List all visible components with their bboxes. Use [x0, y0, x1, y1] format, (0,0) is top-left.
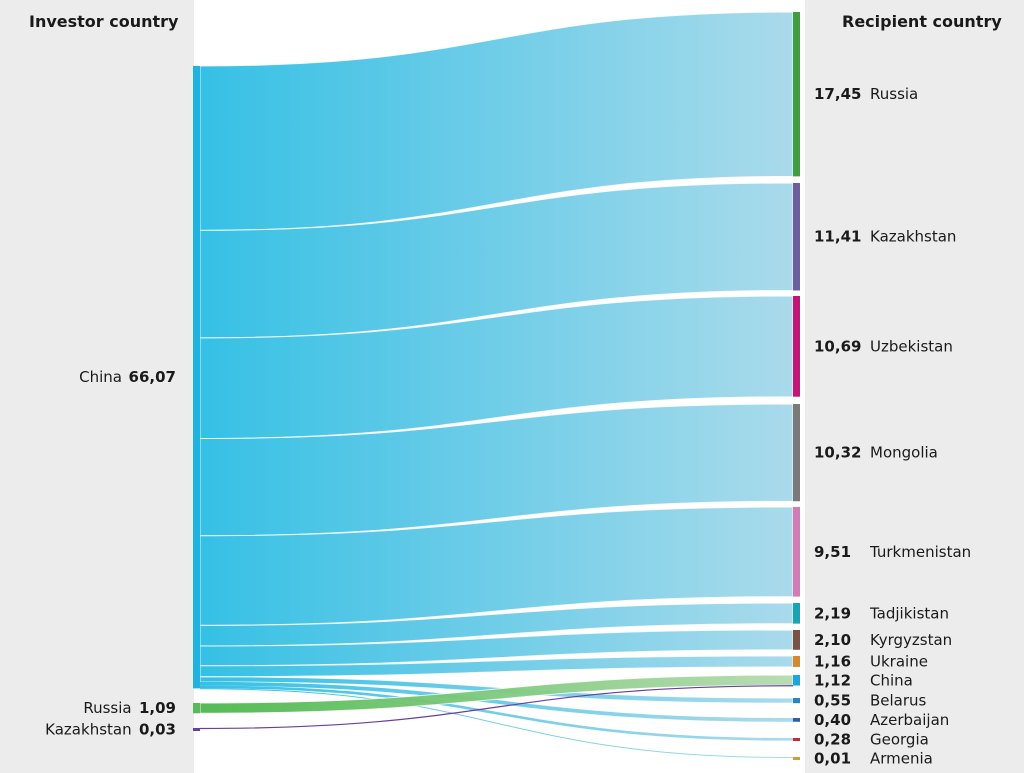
target-value-belarus: 0,55 [814, 692, 851, 710]
target-node-kyrgyzstan [793, 630, 800, 650]
target-value-azerbaijan: 0,40 [814, 711, 851, 729]
target-label-china: China [870, 671, 913, 689]
source-label-kazakhstan: Kazakhstan [45, 721, 131, 739]
target-label-mongolia: Mongolia [870, 444, 938, 462]
target-value-uzbekistan: 10,69 [814, 337, 861, 355]
source-value-russia: 1,09 [139, 699, 176, 717]
target-value-kyrgyzstan: 2,10 [814, 631, 851, 649]
target-value-turkmenistan: 9,51 [814, 543, 851, 561]
flow-china-to-armenia [200, 688, 793, 758]
target-node-turkmenistan [793, 507, 800, 597]
target-value-armenia: 0,01 [814, 750, 851, 768]
investor-header: Investor country [29, 12, 179, 31]
target-node-armenia [793, 757, 800, 760]
target-value-tadjikistan: 2,19 [814, 604, 851, 622]
target-node-tadjikistan [793, 603, 800, 624]
target-label-tadjikistan: Tadjikistan [869, 604, 949, 622]
target-value-kazakhstan: 11,41 [814, 228, 861, 246]
source-value-kazakhstan: 0,03 [139, 721, 176, 739]
flow-china-to-azerbaijan [200, 681, 793, 722]
source-value-china: 66,07 [129, 368, 176, 386]
target-value-georgia: 0,28 [814, 731, 851, 749]
target-label-armenia: Armenia [870, 750, 933, 768]
recipient-panel [805, 0, 1024, 773]
target-label-ukraine: Ukraine [870, 652, 928, 670]
target-label-kazakhstan: Kazakhstan [870, 228, 956, 246]
source-node-kazakhstan [193, 728, 200, 731]
target-label-kyrgyzstan: Kyrgyzstan [870, 631, 952, 649]
target-label-azerbaijan: Azerbaijan [870, 711, 949, 729]
target-node-georgia [793, 738, 800, 741]
target-value-china: 1,12 [814, 671, 851, 689]
target-node-uzbekistan [793, 296, 800, 397]
target-node-azerbaijan [793, 718, 800, 722]
target-node-mongolia [793, 404, 800, 502]
source-label-china: China [79, 368, 122, 386]
target-node-kazakhstan [793, 183, 800, 291]
target-node-china [793, 675, 800, 686]
flow-china-to-georgia [200, 685, 793, 741]
investor-panel [0, 0, 194, 773]
target-label-georgia: Georgia [870, 731, 929, 749]
target-label-uzbekistan: Uzbekistan [870, 337, 953, 355]
flow-china-to-uzbekistan [199, 295, 794, 440]
source-label-russia: Russia [83, 699, 131, 717]
target-label-turkmenistan: Turkmenistan [869, 543, 971, 561]
target-label-belarus: Belarus [870, 692, 927, 710]
target-node-ukraine [793, 656, 800, 667]
source-node-russia [193, 703, 200, 714]
flow-kazakhstan-to-china [199, 685, 794, 730]
target-value-ukraine: 1,16 [814, 652, 851, 670]
source-node-china [193, 66, 200, 689]
target-node-belarus [793, 698, 800, 704]
flow-china-to-tadjikistan [199, 602, 794, 647]
recipient-header: Recipient country [842, 12, 1002, 31]
target-value-mongolia: 10,32 [814, 444, 861, 462]
target-node-russia [793, 12, 800, 177]
target-value-russia: 17,45 [814, 85, 861, 103]
target-label-russia: Russia [870, 85, 918, 103]
